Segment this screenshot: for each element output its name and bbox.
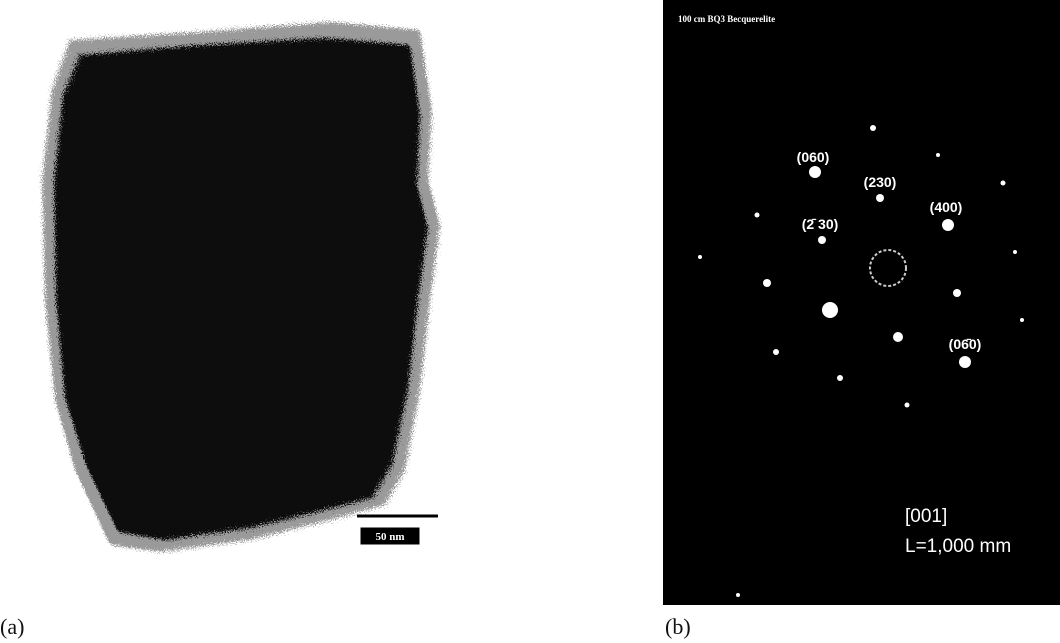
panel-label: (b) [665, 614, 691, 639]
spot [953, 289, 961, 297]
spot [959, 356, 971, 368]
scale-bar-label: 50 nm [375, 531, 404, 543]
spot [1013, 250, 1017, 254]
spot [905, 403, 910, 408]
spot [942, 219, 954, 231]
spot [773, 349, 779, 355]
particle [54, 38, 428, 540]
index-label: (2̄ 30) [802, 216, 839, 232]
pattern-title: 100 cm BQ3 Becquerelite [678, 14, 775, 24]
spot [870, 125, 876, 131]
spot [698, 255, 702, 259]
camera-length: L=1,000 mm [905, 536, 1011, 557]
index-label: (400) [930, 199, 963, 215]
spot [818, 236, 826, 244]
spot [1001, 181, 1006, 186]
index-label: (06̄0) [949, 336, 982, 352]
panel-a: 50 nm (a) [0, 22, 440, 639]
index-label: (230) [864, 174, 897, 190]
spot [763, 279, 771, 287]
index-label: (060) [797, 149, 830, 165]
spot [809, 166, 821, 178]
spot [936, 153, 940, 157]
figure: 50 nm (a) 100 cm BQ3 Becquerelite [0, 0, 1060, 643]
spot [755, 213, 760, 218]
zone-axis: [001] [905, 506, 947, 527]
spot [876, 194, 884, 202]
panel-b: 100 cm BQ3 Becquerelite (060) (230) [663, 0, 1060, 639]
spot [893, 332, 903, 342]
spot [837, 375, 843, 381]
spot [736, 593, 740, 597]
spot [1020, 318, 1024, 322]
panel-label: (a) [0, 614, 24, 639]
diffraction-background [663, 0, 1060, 605]
spot [822, 302, 838, 318]
